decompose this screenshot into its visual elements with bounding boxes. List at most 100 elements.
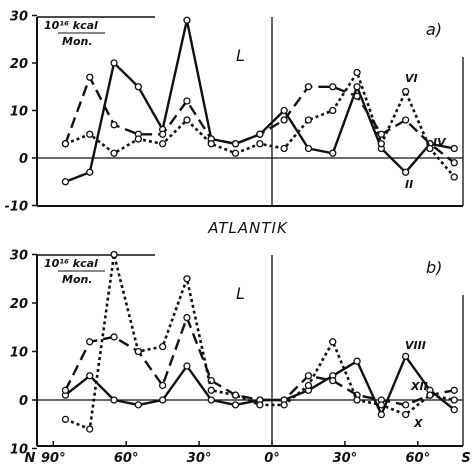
data-point-xii — [329, 376, 337, 385]
data-point-vi — [401, 87, 410, 96]
data-point-vi — [280, 144, 288, 153]
data-point-xii — [61, 386, 70, 394]
y-tick-label: 30 — [10, 249, 28, 264]
data-point-viii — [353, 357, 361, 365]
data-point-vi — [426, 144, 434, 153]
data-point-ii — [280, 106, 288, 115]
data-point-xii — [158, 381, 167, 390]
y-tick-label: 10 — [10, 346, 28, 361]
data-point-viii — [401, 352, 410, 361]
data-point-x — [450, 396, 458, 404]
unit-label-numerator: 10¹⁶ kcal — [44, 19, 98, 32]
data-point-vi — [61, 140, 70, 148]
y-tick-label: -10 — [5, 200, 29, 215]
data-point-iv — [450, 159, 458, 167]
y-tick-label: 10 — [10, 105, 28, 120]
data-point-xii — [401, 401, 410, 409]
data-point-x — [183, 275, 191, 283]
series-line-xii — [64, 316, 455, 407]
data-point-xii — [86, 338, 94, 346]
data-point-vi — [158, 140, 167, 148]
data-point-viii — [86, 372, 94, 380]
data-point-x — [256, 401, 264, 409]
data-point-ii — [110, 59, 118, 67]
data-point-ii — [183, 16, 191, 24]
data-point-x — [353, 396, 361, 404]
series-label-viii: VIII — [405, 339, 426, 352]
data-point-viii — [377, 410, 386, 419]
panel-b: 30 20 10 0 10 10¹⁶ kcal Mon. b) L N 90° 60° 30° 0° 30°… — [10, 249, 471, 465]
data-point-vi — [207, 140, 215, 148]
data-point-x — [110, 250, 118, 259]
data-point-vi — [86, 130, 94, 138]
data-point-vi — [329, 106, 337, 115]
y-tick-label: 10 — [10, 443, 28, 458]
data-point-x — [304, 381, 313, 390]
data-point-viii — [158, 396, 167, 404]
panel-label: a) — [426, 20, 442, 39]
data-point-x — [158, 342, 167, 351]
x-tick-label: 60° — [114, 451, 139, 465]
panel-a: 30 20 10 0 -10 10¹⁶ kcal Mon. a) L II IV VI — [5, 10, 464, 215]
data-point-ii — [304, 144, 313, 153]
data-point-viii — [450, 406, 458, 414]
center-title: ATLANTIK — [207, 219, 288, 237]
data-point-iv — [231, 140, 240, 148]
data-point-iv — [256, 130, 264, 138]
series-label-xii: XII — [410, 380, 428, 393]
x-tick-label: 60° — [406, 451, 431, 465]
data-point-vi — [134, 135, 143, 143]
data-point-x — [401, 410, 410, 419]
series-label-iv: IV — [433, 136, 447, 149]
x-tick-label: 30° — [187, 451, 212, 465]
panel-label: b) — [426, 258, 442, 277]
region-label: L — [236, 284, 245, 303]
series-label-x: X — [413, 417, 423, 430]
data-point-ii — [450, 144, 458, 153]
data-point-vi — [183, 116, 191, 124]
data-point-xii — [110, 333, 118, 341]
y-tick-label: 30 — [10, 10, 28, 25]
data-point-x — [134, 347, 143, 356]
data-point-x — [377, 401, 386, 409]
data-point-x — [329, 338, 337, 346]
data-point-x — [280, 401, 288, 409]
data-point-vi — [377, 140, 386, 148]
data-point-x — [86, 425, 94, 433]
x-tick-label: 90° — [41, 451, 66, 465]
x-tick-label: N — [25, 451, 36, 465]
data-point-x — [426, 391, 434, 399]
series-label-ii: II — [405, 178, 413, 191]
data-point-ii — [86, 168, 94, 176]
data-point-vi — [110, 149, 118, 157]
series-label-vi: VI — [405, 72, 418, 85]
region-label: L — [236, 46, 245, 65]
data-point-iv — [353, 92, 361, 100]
data-point-iv — [110, 121, 118, 129]
data-point-iv — [280, 116, 288, 124]
data-point-vi — [450, 173, 458, 181]
x-tick-label: 0° — [264, 451, 280, 465]
data-point-vi — [353, 68, 361, 77]
y-tick-label: 0 — [19, 394, 28, 409]
data-point-xii — [304, 372, 313, 380]
y-tick-label: 20 — [10, 57, 28, 72]
data-point-vi — [231, 149, 240, 157]
x-tick-label: 30° — [333, 451, 358, 465]
y-tick-label: 20 — [10, 297, 28, 312]
series-line-iv — [64, 76, 456, 164]
data-point-iv — [158, 130, 167, 138]
x-tick-label: S — [461, 451, 470, 465]
data-point-xii — [183, 313, 191, 322]
data-point-x — [231, 391, 240, 399]
data-point-ii — [401, 168, 410, 176]
data-point-ii — [134, 83, 143, 91]
unit-label-numerator: 10¹⁶ kcal — [44, 257, 98, 270]
data-point-iv — [86, 73, 94, 81]
data-point-ii — [353, 83, 361, 91]
data-point-iv — [401, 116, 410, 124]
data-point-viii — [183, 362, 191, 370]
y-tick-label: 0 — [19, 152, 28, 167]
data-point-viii — [231, 401, 240, 409]
